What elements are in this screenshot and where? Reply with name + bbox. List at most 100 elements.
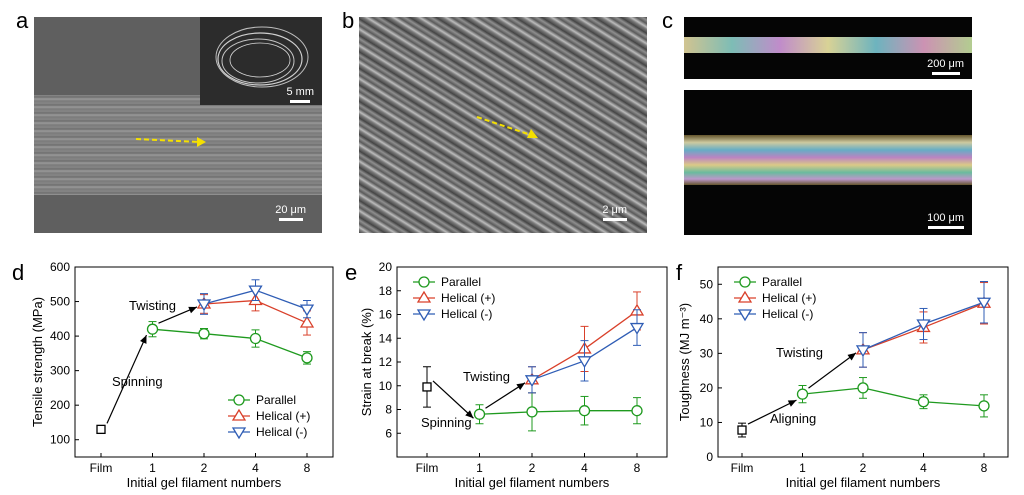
data-point-parallel xyxy=(857,382,869,394)
y-tick-label: 6 xyxy=(385,426,392,440)
data-point-parallel xyxy=(301,352,313,364)
yellow-arrow-icon xyxy=(476,116,538,138)
data-point-helical xyxy=(577,356,592,369)
legend-entry: Parallel xyxy=(762,275,802,289)
data-point-parallel xyxy=(473,408,486,420)
fiber-birefringence-bottom xyxy=(684,135,972,185)
x-tick-label: 1 xyxy=(149,461,156,475)
y-axis-label: Strain at break (%) xyxy=(359,308,374,416)
x-tick-label: 4 xyxy=(920,461,927,475)
data-point-parallel xyxy=(917,396,930,408)
arrow-film-to-1-head xyxy=(465,410,474,419)
arrow-1-to-2-head xyxy=(516,382,525,391)
x-tick-label: 4 xyxy=(252,461,259,475)
y-tick-label: 16 xyxy=(379,308,393,322)
data-point-film xyxy=(96,424,106,435)
y-tick-label: 0 xyxy=(706,450,713,464)
legend-marker xyxy=(231,427,247,440)
y-tick-label: 14 xyxy=(379,331,393,345)
y-tick-label: 8 xyxy=(385,403,392,417)
y-tick-label: 30 xyxy=(700,346,714,360)
inset-scale-bar: 5 mm xyxy=(286,86,315,103)
x-tick-label: 2 xyxy=(860,461,867,475)
sem-image-fiber-surface: 5 mm 20 μm xyxy=(34,17,322,233)
annotation-step: Spinning xyxy=(421,415,472,430)
legend-entry: Helical (+) xyxy=(256,409,310,423)
panel-label-e: e xyxy=(345,260,358,285)
arrow-1-to-2-head xyxy=(847,352,856,361)
legend-entry: Parallel xyxy=(256,393,296,407)
y-tick-label: 50 xyxy=(700,277,714,291)
yellow-arrow-icon xyxy=(135,137,206,147)
data-point-helical xyxy=(629,322,645,335)
scale-label-c-top: 200 μm xyxy=(927,58,964,70)
series-line-parallel xyxy=(479,410,637,415)
x-tick-label: 8 xyxy=(304,461,311,475)
data-point-parallel xyxy=(146,323,159,335)
y-tick-label: 200 xyxy=(50,398,70,412)
x-tick-label: Film xyxy=(90,461,113,475)
legend-marker xyxy=(737,309,753,322)
arrow-film-to-1 xyxy=(747,399,797,425)
series-line-parallel xyxy=(152,328,308,359)
scale-label-c-bottom: 100 μm xyxy=(927,212,964,224)
x-tick-label: 8 xyxy=(634,461,641,475)
panel-label-a: a xyxy=(16,8,29,33)
y-tick-label: 10 xyxy=(379,379,393,393)
arrow-film-to-1 xyxy=(106,334,148,424)
data-point-film xyxy=(737,425,747,435)
x-tick-label: 2 xyxy=(201,461,208,475)
arrow-film-to-1 xyxy=(432,380,474,419)
arrow-film-to-1-head xyxy=(140,335,147,344)
scale-label-b: 2 μm xyxy=(602,204,627,216)
panel-label-d: d xyxy=(12,260,25,285)
legend-entry: Helical (-) xyxy=(256,425,307,439)
legend-entry: Helical (+) xyxy=(762,291,816,305)
scale-bar-b: 2 μm xyxy=(602,204,627,221)
data-point-helical xyxy=(248,285,263,298)
annotation-twisting: Twisting xyxy=(776,345,823,360)
y-tick-label: 12 xyxy=(379,355,393,369)
legend-marker xyxy=(737,290,753,303)
sem-image-fracture-surface: 2 μm xyxy=(359,17,647,233)
legend-marker xyxy=(231,408,247,421)
legend-marker xyxy=(416,309,432,322)
y-tick-label: 100 xyxy=(50,433,70,447)
data-point-film xyxy=(422,382,432,392)
y-tick-label: 20 xyxy=(379,260,393,274)
x-tick-label: Film xyxy=(731,461,754,475)
data-point-parallel xyxy=(631,405,643,417)
scale-bar-c-bottom: 100 μm xyxy=(927,212,964,229)
x-tick-label: 1 xyxy=(799,461,806,475)
legend-marker xyxy=(416,290,432,303)
legend-entry: Helical (+) xyxy=(441,291,495,305)
panel-label-b: b xyxy=(342,8,355,33)
panel-label-f: f xyxy=(676,260,683,285)
scale-bar-a: 20 μm xyxy=(275,204,306,221)
y-tick-label: 10 xyxy=(700,415,714,429)
inset-photo-fiber-coil: 5 mm xyxy=(200,17,322,105)
y-tick-label: 500 xyxy=(50,295,70,309)
series-line-parallel xyxy=(802,387,985,407)
inset-scale-label: 5 mm xyxy=(286,86,315,98)
annotation-twisting: Twisting xyxy=(129,298,176,313)
legend-entry: Parallel xyxy=(441,275,481,289)
legend-marker xyxy=(739,276,751,288)
data-point-helical xyxy=(855,345,871,358)
arrow-1-to-2 xyxy=(808,352,857,389)
x-tick-label: 1 xyxy=(476,461,483,475)
legend-entry: Helical (-) xyxy=(762,307,813,321)
y-tick-label: 20 xyxy=(700,381,714,395)
panel-label-c: c xyxy=(662,8,673,33)
x-tick-label: 2 xyxy=(529,461,536,475)
legend-entry: Helical (-) xyxy=(441,307,492,321)
data-point-parallel xyxy=(249,332,262,345)
chart-tensile-strength: 100 200 300 400 500 600 Film 1 2 4 8 Initial gel fi… xyxy=(30,260,334,490)
x-tick-label: 8 xyxy=(981,461,988,475)
y-tick-label: 300 xyxy=(50,364,70,378)
pom-image-bottom: 100 μm xyxy=(684,90,972,235)
legend-marker xyxy=(418,276,430,288)
data-point-parallel xyxy=(526,406,538,418)
arrow-1-to-2-head xyxy=(188,306,197,314)
